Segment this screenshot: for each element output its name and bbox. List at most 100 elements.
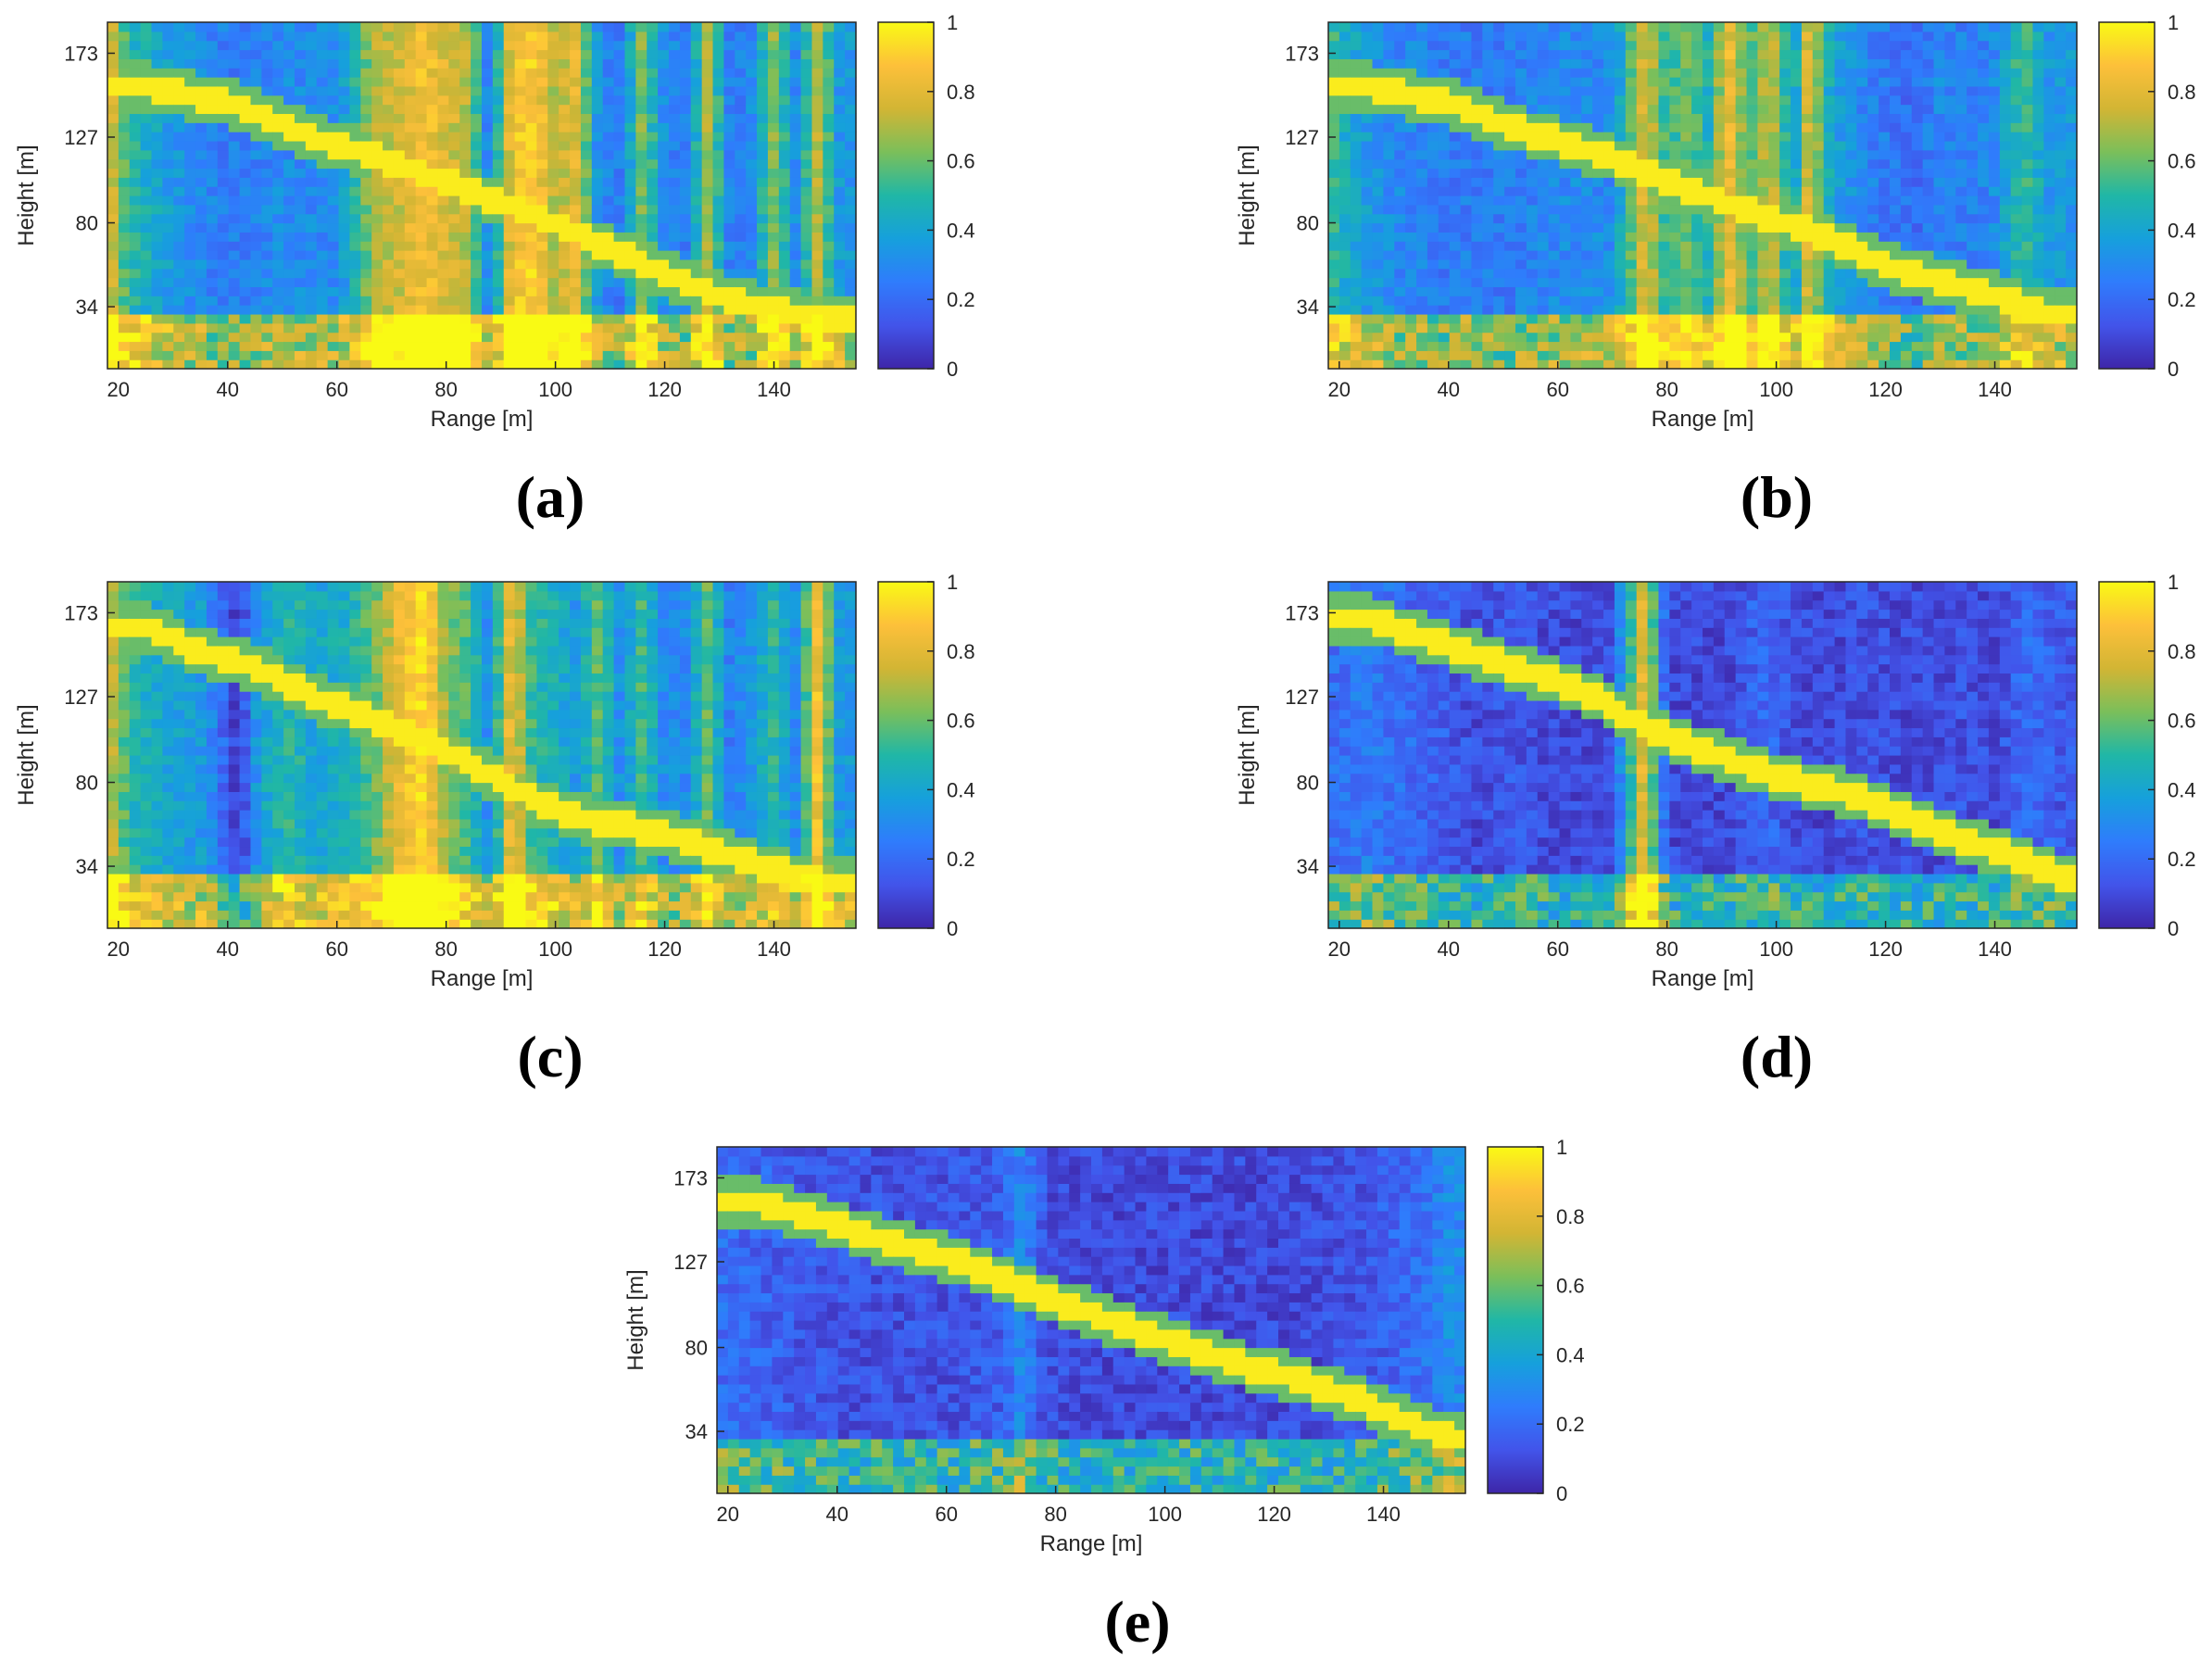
- heatmap-cell: [1978, 49, 1990, 59]
- heatmap-cell: [459, 232, 471, 242]
- heatmap-cell: [1603, 68, 1615, 78]
- heatmap-cell: [1922, 268, 1935, 279]
- heatmap-cell: [1438, 149, 1451, 160]
- heatmap-cell: [613, 313, 626, 324]
- heatmap-cell: [613, 31, 626, 42]
- heatmap-cell: [723, 77, 735, 87]
- heatmap-cell: [295, 68, 307, 78]
- heatmap-cell: [834, 94, 846, 106]
- x-axis-label: Range [m]: [431, 407, 534, 432]
- heatmap-cell: [845, 113, 857, 123]
- heatmap-cell: [1416, 204, 1428, 215]
- heatmap-cell: [1801, 277, 1814, 288]
- heatmap-cell: [1801, 49, 1814, 59]
- heatmap-cell: [757, 213, 769, 224]
- heatmap-cell: [1493, 296, 1505, 306]
- heatmap-cell: [1724, 186, 1737, 196]
- heatmap-cell: [1614, 222, 1627, 233]
- heatmap-cell: [1724, 241, 1737, 251]
- heatmap-cell: [1493, 250, 1505, 260]
- heatmap-cell: [1592, 132, 1604, 142]
- heatmap-cell: [823, 195, 835, 206]
- heatmap-cell: [173, 350, 185, 360]
- heatmap-cell: [1879, 258, 1891, 270]
- heatmap-cell: [393, 149, 406, 160]
- heatmap-cell: [217, 104, 230, 115]
- heatmap-cell: [712, 213, 725, 224]
- heatmap-cell: [415, 132, 428, 142]
- heatmap-cell: [1967, 140, 1979, 151]
- heatmap-cell: [1779, 40, 1791, 51]
- heatmap-cell: [1779, 296, 1791, 306]
- heatmap-cell: [1768, 268, 1780, 279]
- heatmap-cell: [283, 250, 295, 260]
- heatmap-cell: [162, 68, 174, 78]
- heatmap-cell: [1471, 241, 1483, 251]
- heatmap-cell: [1383, 286, 1395, 296]
- heatmap-cell: [305, 195, 318, 206]
- heatmap-cell: [613, 213, 626, 224]
- heatmap-cell: [1559, 158, 1572, 170]
- heatmap-cell: [1999, 68, 2012, 78]
- heatmap-cell: [1944, 158, 1956, 170]
- heatmap-cell: [1823, 186, 1836, 196]
- heatmap-cell: [261, 213, 273, 224]
- heatmap-cell: [195, 31, 207, 42]
- heatmap-cell: [129, 149, 142, 160]
- heatmap-cell: [701, 158, 714, 170]
- heatmap-cell: [679, 58, 692, 69]
- heatmap-cell: [295, 149, 307, 160]
- heatmap-cell: [800, 132, 813, 142]
- heatmap-cell: [1438, 332, 1451, 343]
- heatmap-cell: [383, 149, 395, 160]
- heatmap-cell: [613, 305, 626, 315]
- heatmap-cell: [1636, 195, 1649, 206]
- heatmap-cell: [690, 22, 703, 32]
- heatmap-cell: [1647, 350, 1660, 360]
- heatmap-cell: [536, 250, 548, 260]
- heatmap-cell: [295, 31, 307, 42]
- heatmap-cell: [1713, 113, 1726, 123]
- heatmap-cell: [173, 149, 185, 160]
- heatmap-cell: [1438, 132, 1451, 142]
- heatmap-cell: [1614, 195, 1627, 206]
- heatmap-cell: [1967, 286, 1979, 296]
- heatmap-cell: [789, 241, 802, 251]
- heatmap-cell: [371, 241, 383, 251]
- heatmap-cell: [1955, 204, 1967, 215]
- heatmap-cell: [570, 40, 582, 51]
- heatmap-cell: [1856, 359, 1868, 370]
- heatmap-cell: [1779, 195, 1791, 206]
- heatmap-cell: [823, 22, 835, 32]
- heatmap-cell: [316, 268, 329, 279]
- heatmap-cell: [1394, 40, 1406, 51]
- heatmap-cell: [492, 268, 505, 279]
- heatmap-cell: [1856, 322, 1868, 334]
- heatmap-cell: [492, 104, 505, 115]
- heatmap-cell: [448, 204, 460, 215]
- heatmap-cell: [1471, 58, 1483, 69]
- heatmap-cell: [1791, 341, 1803, 351]
- heatmap-cell: [602, 286, 615, 296]
- heatmap-cell: [845, 85, 857, 96]
- heatmap-cell: [1911, 58, 1924, 69]
- heatmap-cell: [602, 168, 615, 178]
- heatmap-cell: [283, 113, 295, 123]
- heatmap-cell: [1779, 49, 1791, 59]
- heatmap-cell: [701, 85, 714, 96]
- heatmap-cell: [525, 40, 538, 51]
- heatmap-cell: [514, 232, 527, 242]
- heatmap-cell: [1460, 222, 1473, 233]
- heatmap-cell: [1592, 31, 1604, 42]
- heatmap-cell: [1361, 213, 1374, 224]
- heatmap-cell: [1669, 213, 1681, 224]
- heatmap-cell: [1933, 104, 1946, 115]
- heatmap-cell: [767, 31, 780, 42]
- heatmap-cell: [679, 322, 692, 334]
- heatmap-cell: [1768, 40, 1780, 51]
- heatmap-cell: [316, 350, 329, 360]
- heatmap-cell: [1900, 58, 1913, 69]
- colorbar: [877, 21, 935, 370]
- heatmap-cell: [789, 31, 802, 42]
- heatmap-cell: [404, 77, 417, 87]
